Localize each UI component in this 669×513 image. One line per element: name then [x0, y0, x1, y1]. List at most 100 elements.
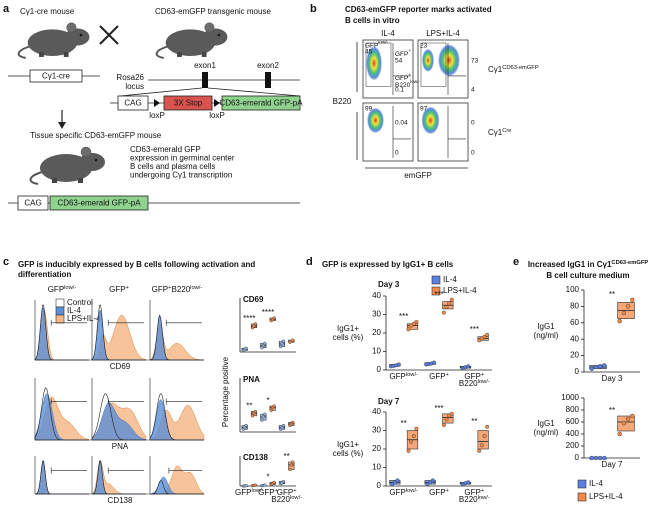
axis-label: B220: [333, 97, 352, 106]
legend-label: IL-4: [443, 275, 457, 284]
significance: ***: [434, 290, 443, 299]
superscript: low/-: [378, 40, 388, 45]
mouse-leg: [201, 52, 207, 57]
promoter-box: [17, 195, 49, 211]
y-tick-label: 100: [566, 285, 580, 294]
insert-guide: [207, 87, 301, 97]
data-point: [630, 413, 635, 419]
superscript: +: [126, 285, 130, 291]
x-tick-label: Day 7: [602, 460, 623, 469]
text-segment: IgG1+: [337, 440, 359, 449]
y-tick-label: 800: [566, 405, 580, 414]
superscript: +: [481, 488, 485, 494]
mouse-icon: [155, 22, 228, 59]
data-point: [444, 417, 449, 422]
mouse-tail: [29, 171, 43, 185]
axis-label: emGFP: [404, 171, 432, 180]
text-segment: Increased IgG1 in Cγ1: [528, 260, 612, 269]
data-point: [477, 448, 482, 453]
superscript: low/-: [251, 488, 263, 494]
data-point: [414, 319, 419, 324]
superscript: +: [293, 488, 297, 494]
histogram-il4: [34, 460, 89, 495]
arrow-head: [58, 122, 66, 129]
legend-label: LPS+IL-4: [443, 286, 477, 295]
data-point: [261, 415, 265, 419]
text-segment: B220: [459, 379, 478, 388]
gate-value: 54: [395, 58, 403, 65]
text-segment: undergoing Cγ1 transcription: [130, 171, 232, 180]
data-point: [414, 426, 419, 431]
panel-letter: a: [3, 3, 10, 15]
data-point: [244, 484, 248, 488]
text-segment: B cells and plasma cells: [130, 162, 215, 171]
data-point: [396, 362, 401, 367]
significance: ****: [243, 314, 255, 323]
text-segment: GFP: [389, 488, 405, 497]
superscript: CD63-emGFP: [611, 260, 648, 266]
data-point: [253, 322, 257, 326]
data-point: [409, 439, 414, 444]
data-point: [279, 345, 283, 349]
data-point: [449, 297, 454, 302]
column-label: IL-4: [381, 29, 395, 38]
y-tick-label: 40: [570, 334, 579, 343]
construct-label: Cγ1-cre: [42, 72, 71, 81]
data-point: [289, 463, 293, 467]
panel-title: Increased IgG1 in Cγ1CD63-emGFP B cell cu…: [528, 260, 649, 281]
y-tick-label: 0: [575, 367, 580, 376]
y-tick-label: 30: [372, 310, 381, 319]
x-tick-label: GFPlow/-: [235, 488, 264, 498]
y-tick-label: 400: [566, 429, 580, 438]
y-tick-label: 10: [372, 347, 381, 356]
cross: [99, 25, 119, 45]
superscript: CD63-emGFP: [502, 65, 539, 71]
data-point: [272, 316, 276, 320]
panel-letter: d: [306, 256, 313, 268]
legend-label: IL-4: [67, 306, 81, 315]
exon-label: exon1: [194, 61, 216, 70]
text-segment: cells (%): [333, 333, 364, 342]
data-point: [291, 460, 295, 464]
construct-label: CD63-emerald GFP-pA: [57, 199, 141, 208]
histogram-il4: [91, 402, 147, 441]
loxp-triangle: [214, 99, 220, 107]
mouse-leg: [39, 52, 44, 57]
gate-label: GFPlow/-: [365, 40, 389, 49]
legend-swatch: [55, 314, 65, 324]
text-segment: cells (%): [333, 449, 364, 458]
superscript: low/-: [406, 488, 418, 494]
data-point: [466, 480, 471, 485]
mouse-eye: [217, 33, 221, 37]
plot-title: CD138: [243, 453, 268, 462]
column-label: GFP+: [109, 285, 129, 295]
gate-value: 4: [471, 87, 475, 94]
construct-box: [29, 69, 83, 83]
exon: [265, 72, 271, 88]
mouse-leg: [78, 178, 83, 183]
gate: [420, 42, 447, 87]
text-segment: GFP: [109, 285, 125, 294]
text-segment: (ng/ml): [534, 428, 559, 437]
data-point: [291, 338, 295, 342]
data-point: [272, 480, 276, 484]
mouse-body: [40, 154, 92, 182]
superscript: low/-: [406, 372, 418, 378]
data-point: [617, 431, 622, 437]
superscript: +: [446, 488, 450, 494]
text-segment: B220: [171, 285, 190, 294]
data-point: [272, 404, 276, 408]
data-point: [602, 455, 607, 461]
text-segment: B cell culture medium: [546, 271, 629, 280]
mouse-ear: [80, 146, 92, 158]
data-point: [291, 420, 295, 424]
text-segment: Rosa26: [116, 73, 144, 82]
mouse-head: [79, 153, 105, 171]
note: CD63-emerald GFP expression in germinal c…: [130, 145, 235, 180]
x-tick-label: GFP+: [429, 488, 449, 498]
gate-value: 0: [395, 150, 399, 157]
data-point: [281, 339, 285, 343]
promoter-box: [117, 95, 149, 111]
